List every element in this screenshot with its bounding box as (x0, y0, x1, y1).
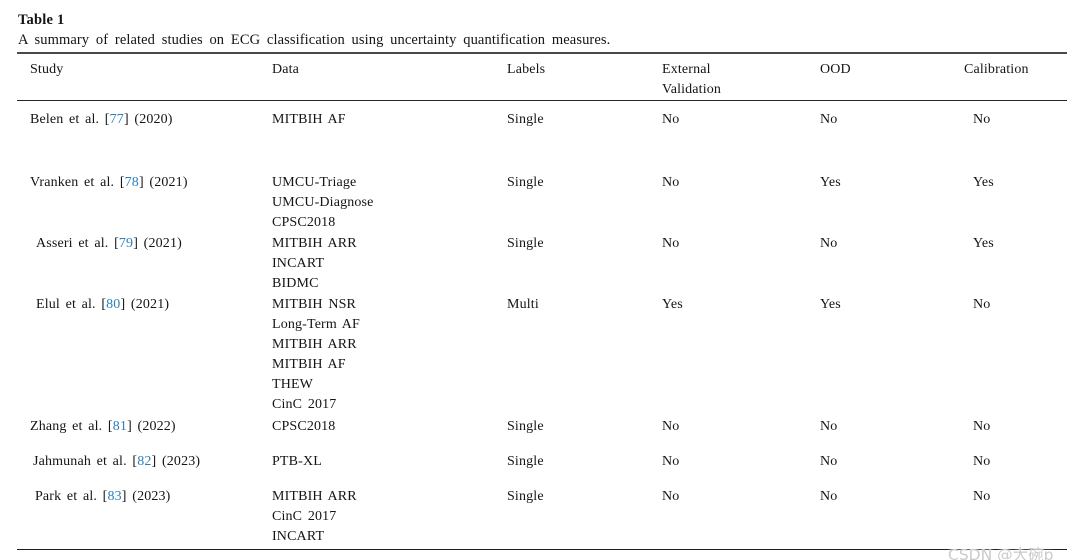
header-calibration-label: Calibration (964, 62, 1029, 77)
citation-link[interactable]: 78 (124, 175, 139, 190)
table-row: Zhang et al. [81] (2022) CPSC2018 Single… (17, 417, 1067, 452)
calibration-cell: No (973, 419, 991, 434)
study-year: ] (2021) (133, 236, 182, 251)
ood-cell: No (820, 112, 838, 127)
study-cell: Belen et al. [77] (2020) (17, 101, 259, 174)
study-cell: Vranken et al. [78] (2021) (17, 173, 259, 234)
table-caption-text: A summary of related studies on ECG clas… (18, 32, 611, 48)
study-text: Elul et al. [ (36, 297, 107, 312)
labels-cell: Single (507, 454, 544, 469)
external-validation-cell: Yes (662, 297, 683, 312)
header-labels: Labels (494, 53, 649, 101)
citation-link[interactable]: 82 (137, 454, 152, 469)
calibration-cell: No (973, 489, 991, 504)
table-row: Vranken et al. [78] (2021) UMCU-Triage U… (17, 173, 1067, 234)
header-data: Data (259, 53, 494, 101)
header-study-label: Study (30, 62, 64, 77)
labels-cell: Single (507, 489, 544, 504)
citation-link[interactable]: 77 (109, 112, 124, 127)
data-cell: MITBIH NSR Long-Term AF MITBIH ARR MITBI… (272, 297, 360, 412)
header-external-validation-line1: External (662, 62, 711, 77)
table-row: Park et al. [83] (2023) MITBIH ARR CinC … (17, 487, 1067, 550)
study-cell: Jahmunah et al. [82] (2023) (17, 452, 259, 487)
header-external-validation: External Validation (649, 53, 807, 101)
external-validation-cell: No (662, 112, 680, 127)
table-caption: Table 1 A summary of related studies on … (18, 10, 1067, 50)
table-row: Asseri et al. [79] (2021) MITBIH ARR INC… (17, 234, 1067, 295)
paper-page: Table 1 A summary of related studies on … (0, 10, 1084, 560)
data-cell: UMCU-Triage UMCU-Diagnose CPSC2018 (272, 175, 374, 230)
calibration-cell: No (973, 454, 991, 469)
header-labels-label: Labels (507, 62, 546, 77)
study-text: Vranken et al. [ (30, 175, 125, 190)
ood-cell: Yes (820, 297, 841, 312)
study-year: ] (2020) (123, 112, 173, 127)
calibration-cell: Yes (973, 236, 994, 251)
study-text: Jahmunah et al. [ (33, 454, 138, 469)
table-caption-label: Table 1 (18, 12, 65, 28)
study-cell: Asseri et al. [79] (2021) (17, 234, 259, 295)
external-validation-cell: No (662, 175, 680, 190)
data-cell: PTB-XL (272, 454, 322, 469)
header-study: Study (17, 53, 259, 101)
study-text: Belen et al. [ (30, 112, 110, 127)
ood-cell: No (820, 419, 838, 434)
labels-cell: Single (507, 236, 544, 251)
data-cell: MITBIH AF (272, 112, 346, 127)
labels-cell: Single (507, 112, 544, 127)
header-ood-label: OOD (820, 62, 851, 77)
data-cell: MITBIH ARR CinC 2017 INCART (272, 489, 357, 544)
study-year: ] (2021) (138, 175, 188, 190)
table-row: Jahmunah et al. [82] (2023) PTB-XL Singl… (17, 452, 1067, 487)
study-year: ] (2022) (127, 419, 176, 434)
calibration-cell: No (973, 297, 991, 312)
citation-link[interactable]: 80 (106, 297, 121, 312)
labels-cell: Single (507, 419, 544, 434)
study-year: ] (2023) (151, 454, 201, 469)
calibration-cell: No (973, 112, 991, 127)
citation-link[interactable]: 83 (107, 489, 122, 504)
labels-cell: Multi (507, 297, 539, 312)
study-text: Park et al. [ (35, 489, 108, 504)
data-cell: MITBIH ARR INCART BIDMC (272, 236, 357, 291)
table-row: Elul et al. [80] (2021) MITBIH NSR Long-… (17, 295, 1067, 417)
header-data-label: Data (272, 62, 300, 77)
header-calibration: Calibration (951, 53, 1067, 101)
data-cell: CPSC2018 (272, 419, 336, 434)
header-external-validation-line2: Validation (662, 82, 722, 97)
study-text: Zhang et al. [ (30, 419, 113, 434)
study-year: ] (2021) (120, 297, 170, 312)
external-validation-cell: No (662, 236, 680, 251)
study-year: ] (2023) (121, 489, 171, 504)
citation-link[interactable]: 79 (118, 236, 134, 251)
ood-cell: No (820, 454, 838, 469)
external-validation-cell: No (662, 419, 680, 434)
study-cell: Elul et al. [80] (2021) (17, 295, 259, 417)
study-text: Asseri et al. [ (36, 236, 119, 251)
ood-cell: Yes (820, 175, 841, 190)
study-cell: Zhang et al. [81] (2022) (17, 417, 259, 452)
labels-cell: Single (507, 175, 544, 190)
citation-link[interactable]: 81 (112, 419, 128, 434)
csdn-watermark: CSDN @大碗p (948, 546, 1054, 560)
header-ood: OOD (807, 53, 951, 101)
ood-cell: No (820, 236, 838, 251)
study-cell: Park et al. [83] (2023) (17, 487, 259, 550)
external-validation-cell: No (662, 454, 680, 469)
ood-cell: No (820, 489, 838, 504)
calibration-cell: Yes (973, 175, 994, 190)
table-row: Belen et al. [77] (2020) MITBIH AF Singl… (17, 101, 1067, 174)
header-row: Study Data Labels External Validation OO… (17, 53, 1067, 101)
external-validation-cell: No (662, 489, 680, 504)
related-studies-table: Study Data Labels External Validation OO… (17, 52, 1067, 550)
